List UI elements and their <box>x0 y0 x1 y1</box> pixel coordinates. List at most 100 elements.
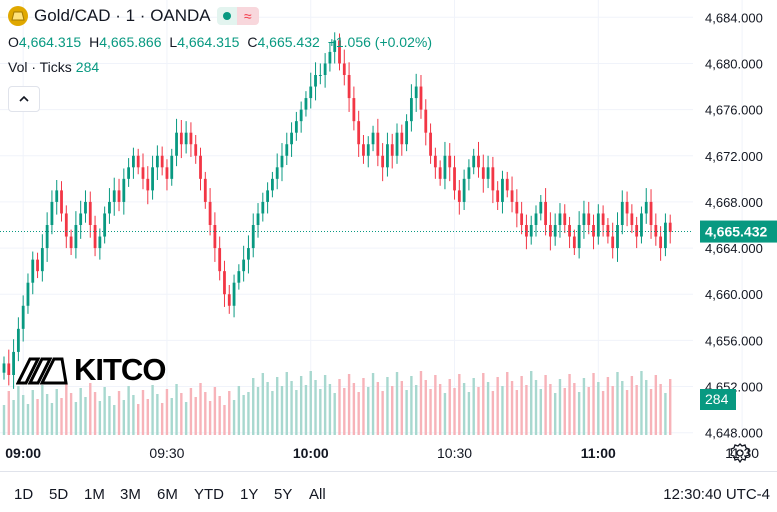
bottom-toolbar <box>0 471 777 512</box>
candle-body <box>457 190 461 202</box>
gear-icon[interactable] <box>730 443 750 463</box>
volume-bar <box>357 392 360 435</box>
candle-body <box>55 190 59 202</box>
candle-body <box>587 213 591 225</box>
volume-bar <box>208 401 212 435</box>
candle-body <box>256 213 260 225</box>
candle-body <box>438 167 442 179</box>
wave-icon[interactable]: ≈ <box>236 7 259 25</box>
volume-bar <box>132 395 135 435</box>
candle-body <box>577 225 581 249</box>
volume-bar <box>587 387 590 435</box>
symbol-title[interactable]: Gold/CAD · 1 · OANDA <box>34 6 211 25</box>
volume-bar <box>506 372 509 435</box>
high-label: H <box>89 34 100 50</box>
candle-body <box>505 178 509 191</box>
volume-bar <box>160 403 164 435</box>
candle-body <box>237 271 241 283</box>
candle-body <box>424 109 428 133</box>
open-label: O <box>8 34 19 50</box>
price-chart[interactable]: 4,684.000 4,680.000 4,676.000 4,672.000 4,66… <box>0 0 777 471</box>
candle-body <box>568 225 571 237</box>
volume-bar <box>539 389 542 435</box>
candle-body <box>491 167 495 191</box>
candle-body <box>548 225 552 237</box>
collapse-legend-button[interactable] <box>8 86 40 112</box>
candle-body <box>644 201 648 214</box>
volume-bar <box>438 384 442 435</box>
market-open-icon[interactable] <box>216 7 237 25</box>
candle-body <box>290 132 293 145</box>
range-1m-button[interactable]: 1M <box>84 486 105 503</box>
volume-bar <box>381 391 384 435</box>
range-1d-button[interactable]: 1D <box>14 486 34 503</box>
candle-body <box>553 225 557 237</box>
volume-bar <box>194 397 197 435</box>
volume-tag <box>700 389 736 410</box>
volume-bar <box>280 386 284 435</box>
range-1y-button[interactable]: 1Y <box>240 486 259 503</box>
candle-body <box>227 294 231 306</box>
volume-bar <box>347 374 351 435</box>
volume-bar <box>472 378 475 435</box>
volume-tag-label: 284 <box>705 391 729 407</box>
volume-bar <box>137 404 140 435</box>
volume-bar <box>165 389 169 435</box>
volume-bar <box>544 375 547 435</box>
candle-body <box>294 121 298 133</box>
candle-body <box>496 190 500 202</box>
range-ytd-button[interactable]: YTD <box>194 486 224 503</box>
volume-bar <box>103 387 106 435</box>
candle-body <box>247 248 250 260</box>
volume-bar <box>299 376 303 435</box>
candle-body <box>223 271 226 295</box>
volume-bar <box>295 390 298 435</box>
candle-body <box>386 144 389 168</box>
volume-bar <box>218 396 221 435</box>
volume-bar <box>228 391 231 435</box>
candle-body <box>515 201 519 214</box>
volume-bar <box>530 371 533 435</box>
candle-body <box>60 190 63 214</box>
volume-bar <box>213 387 217 435</box>
candle-body <box>271 178 274 191</box>
candle-body <box>16 328 20 352</box>
volume-bar <box>367 387 370 435</box>
volume-bar <box>261 373 265 435</box>
volume-bar <box>290 381 293 435</box>
candle-body <box>630 213 634 225</box>
candle-body <box>21 305 25 329</box>
candle-body <box>251 225 255 249</box>
range-5d-button[interactable]: 5D <box>49 486 69 503</box>
candle-body <box>640 213 643 237</box>
volume-bar <box>93 392 97 435</box>
y-tick-label: 4,672.000 <box>705 149 763 164</box>
volume-bar <box>271 391 274 435</box>
candle-body <box>443 155 447 179</box>
candle-body <box>510 190 514 202</box>
candle-body <box>194 144 198 156</box>
volume-bar <box>89 383 92 435</box>
x-tick-label: 09:30 <box>149 445 184 461</box>
range-all-button[interactable]: All <box>309 486 326 503</box>
candle-body <box>45 225 49 249</box>
volume-bar <box>635 385 638 435</box>
volume-bar <box>501 386 504 435</box>
range-6m-button[interactable]: 6M <box>157 486 178 503</box>
volume-bar <box>69 393 73 435</box>
clock-readout[interactable]: 12:30:40 UTC-4 <box>663 486 770 503</box>
volume-bar <box>443 393 447 435</box>
candle-body <box>151 167 154 191</box>
range-3m-button[interactable]: 3M <box>120 486 141 503</box>
volume-bar <box>405 390 408 435</box>
volume-bar <box>156 394 159 435</box>
volume-bar <box>616 372 619 435</box>
candle-body <box>218 248 222 272</box>
chart-header: Gold/CAD · 1 · OANDA ≈ <box>8 6 259 26</box>
volume-bar <box>108 396 111 435</box>
volume-bar <box>515 390 519 435</box>
volume-bar <box>352 383 356 435</box>
x-tick-label: 10:30 <box>437 445 472 461</box>
volume-bar <box>175 384 178 435</box>
range-5y-button[interactable]: 5Y <box>274 486 293 503</box>
